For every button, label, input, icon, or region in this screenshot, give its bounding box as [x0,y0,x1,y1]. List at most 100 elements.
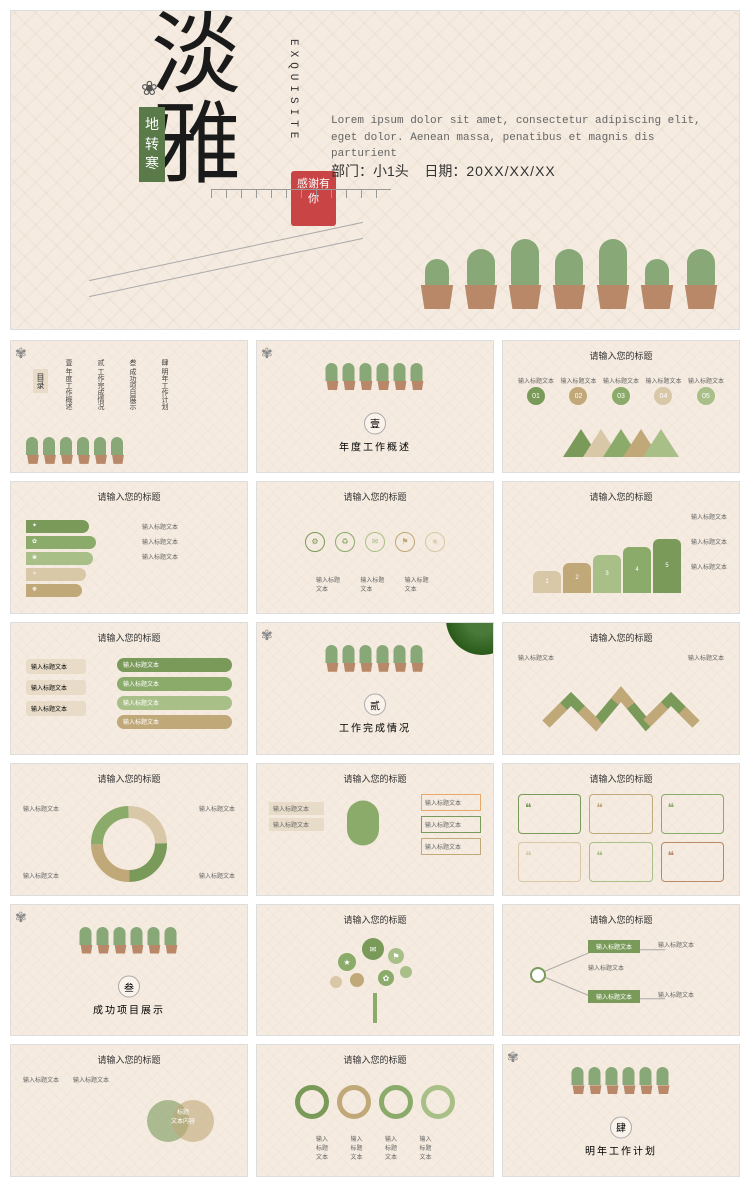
thumb-venn[interactable]: 请输入您的标题 输入标题文本 输入标题文本 标题文本内容 [10,1044,248,1177]
step: 4 [623,547,651,593]
toc-item: 壹 年度工作概述 [63,359,73,419]
section-heading: 肆 明年工作计划 [585,1116,657,1157]
step: 3 [593,555,621,593]
thumb-network[interactable]: 请输入您的标题 输入标题文本 输入标题文本 输入标题文本 输入标题文本 输入标题… [502,904,740,1037]
quote-box: ❝ [518,842,581,882]
label: 输入标题文本 [23,1075,59,1084]
quote-box: ❝ [518,794,581,834]
ring [337,1085,371,1119]
net-label: 输入标题文本 [588,940,640,953]
cycle-chart [84,799,174,889]
quote-box: ❝ [589,842,652,882]
thumb-section-4[interactable]: ✾ 肆 明年工作计划 [502,1044,740,1177]
tree-node: ✿ [378,970,394,986]
label: 输入标题文本 [73,1075,109,1084]
pill: 输入标题文本 [117,677,232,691]
cacti-row [419,239,719,309]
thumb-pills[interactable]: 请输入您的标题 输入标题文本 输入标题文本 输入标题文本 输入标题文本 输入标题… [10,622,248,755]
slide-title: 请输入您的标题 [589,490,652,503]
mini-cacti [26,437,125,464]
thumb-steps[interactable]: 请输入您的标题 1 2 3 4 5 输入标题文本 输入标题文本 输入标题文本 [502,481,740,614]
pill: 输入标题文本 [117,658,232,672]
thumbnail-grid: ✾ 目录 壹 年度工作概述 贰 工作完成情况 叁 成功项目展示 肆 明年工作计划… [0,340,750,1187]
ring [421,1085,455,1119]
tl-label: 输入标题文本 [518,376,554,385]
steps-chart: 1 2 3 4 5 [533,539,681,593]
feature-icon: ✉ [365,532,385,552]
network-chart: 输入标题文本 输入标题文本 输入标题文本 输入标题文本 输入标题文本 [518,935,724,1025]
section-heading: 叁 成功项目展示 [93,976,165,1017]
pill: 输入标题文本 [117,715,232,729]
tl-num: 04 [654,387,672,405]
step: 1 [533,571,561,593]
knot-icon: ✾ [15,909,27,926]
label: 输入标题文本 [421,816,481,833]
label: 输入标题文本 [269,802,324,815]
pill: 输入标题文本 [117,696,232,710]
triangles [571,429,671,457]
text-block: 输入标题文本 输入标题文本 [269,799,324,834]
slide-title: 请输入您的标题 [97,631,160,644]
thumb-tree[interactable]: 请输入您的标题 ✉ ★ ⚑ ✿ [256,904,494,1037]
thumb-toc[interactable]: ✾ 目录 壹 年度工作概述 贰 工作完成情况 叁 成功项目展示 肆 明年工作计划 [10,340,248,473]
label: 输入标题文本 [421,794,481,811]
thumb-cycle[interactable]: 请输入您的标题 输入标题文本 输入标题文本 输入标题文本 输入标题文本 [10,763,248,896]
slide-title: 请输入您的标题 [589,913,652,926]
label: 输入标题文本 [691,537,727,546]
quote-box: ❝ [589,794,652,834]
label: 输入标题文本 [385,1134,400,1161]
section-num: 壹 [364,412,386,434]
label: 输入标题文本 [351,1134,366,1161]
mini-cacti [326,363,425,390]
thumb-rings[interactable]: 请输入您的标题 输入标题文本输入标题文本输入标题文本输入标题文本 [256,1044,494,1177]
label: 输入标题文本 [23,871,59,880]
slide-title: 请输入您的标题 [97,490,160,503]
cactus-icon [347,800,379,845]
text-block: 输入标题文本 输入标题文本 输入标题文本 [142,522,232,561]
slide-title: 请输入您的标题 [589,772,652,785]
tl-label: 输入标题文本 [603,376,639,385]
label: 输入标题文本 [26,701,86,716]
toc-columns: 壹 年度工作概述 贰 工作完成情况 叁 成功项目展示 肆 明年工作计划 [63,359,169,419]
thumb-leaf-chart[interactable]: 请输入您的标题 ✦ ✿ ❀ ✧ ❋ 输入标题文本 输入标题文本 输入标题文本 [10,481,248,614]
label: 输入标题文本 [518,653,554,662]
label: 输入标题文本 [316,575,345,593]
tl-num: 03 [612,387,630,405]
tree-node: ✉ [362,938,384,960]
section-heading: 贰 工作完成情况 [339,694,411,735]
thumb-cactus-center[interactable]: 请输入您的标题 输入标题文本 输入标题文本 输入标题文本 输入标题文本 输入标题… [256,763,494,896]
knot-icon: ✾ [261,627,273,644]
tl-num: 01 [527,387,545,405]
feature-icon: ★ [425,532,445,552]
step: 2 [563,563,591,593]
thumb-section-3[interactable]: ✾ 叁 成功项目展示 [10,904,248,1037]
label: 输入标题文本 [199,871,235,880]
ring [379,1085,413,1119]
slide-title: 请输入您的标题 [97,772,160,785]
net-label: 输入标题文本 [658,940,694,949]
deco-line [89,222,363,281]
ruler-icon [211,189,391,209]
knot-icon: ✾ [261,345,273,362]
text-block: 输入标题文本 输入标题文本 输入标题文本 [421,794,481,855]
section-name: 明年工作计划 [585,1142,657,1157]
knot-icon: ✾ [15,345,27,362]
thumb-icons-row[interactable]: 请输入您的标题 ⚙ ♻ ✉ ⚑ ★ 输入标题文本输入标题文本输入标题文本 [256,481,494,614]
date-value: 20XX/XX/XX [466,163,555,179]
section-num: 叁 [118,976,140,998]
plant-overlay-icon [446,622,494,655]
wave-chart [541,684,701,734]
thumb-timeline[interactable]: 请输入您的标题 输入标题文本01 输入标题文本02 输入标题文本03 输入标题文… [502,340,740,473]
pills: 输入标题文本 输入标题文本 输入标题文本 输入标题文本 [117,653,232,734]
label: 输入标题文本 [316,1134,331,1161]
label: 输入标题文本 [691,512,727,521]
labels: 输入标题文本输入标题文本输入标题文本输入标题文本 [316,1134,434,1161]
thumb-section-2[interactable]: ✾ 贰 工作完成情况 [256,622,494,755]
thumb-wave[interactable]: 请输入您的标题 输入标题文本 输入标题文本 [502,622,740,755]
thumb-quotes[interactable]: 请输入您的标题 ❝ ❝ ❝ ❝ ❝ ❝ [502,763,740,896]
deco-line [89,238,363,297]
step: 5 [653,539,681,593]
thumb-section-1[interactable]: ✾ 壹 年度工作概述 [256,340,494,473]
mini-cacti [572,1067,671,1094]
label: 输入标题文本 [421,838,481,855]
